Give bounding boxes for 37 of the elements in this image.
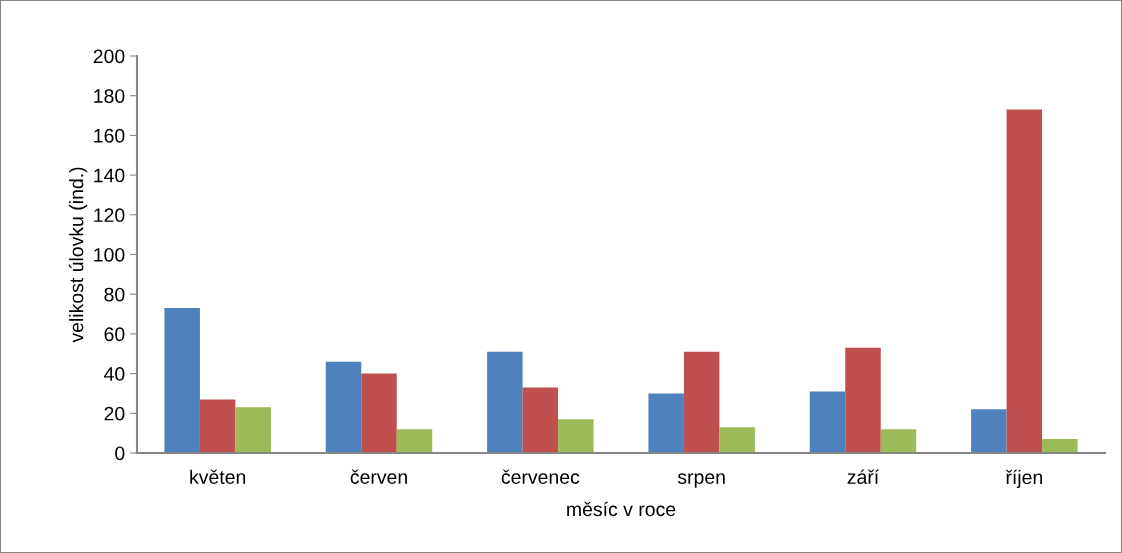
bar	[558, 419, 594, 453]
bar	[164, 308, 200, 453]
x-tick-label: květen	[190, 469, 246, 484]
bar	[199, 399, 236, 453]
y-tick-label: 40	[104, 367, 125, 381]
y-tick-label: 20	[104, 406, 125, 421]
bar	[880, 429, 917, 453]
bar	[648, 393, 684, 453]
x-tick-label: září	[847, 469, 880, 484]
y-tick-label: 120	[94, 208, 125, 223]
bar	[522, 387, 559, 453]
y-tick-label: 100	[94, 247, 125, 262]
bar	[809, 391, 846, 453]
y-tick-label: 180	[94, 89, 125, 103]
bar	[1042, 439, 1078, 453]
bar	[487, 351, 523, 453]
bar	[361, 373, 397, 453]
bar	[845, 347, 881, 453]
x-tick-label: červen	[350, 469, 407, 484]
bar	[396, 429, 433, 453]
y-tick-label: 140	[94, 168, 125, 183]
bar	[325, 361, 362, 453]
y-tick-label: 80	[104, 287, 125, 302]
y-tick-label: 0	[115, 446, 125, 461]
bar	[683, 351, 720, 453]
x-tick-label: říjen	[1005, 469, 1042, 489]
bar	[971, 409, 1007, 453]
bar	[1006, 109, 1043, 453]
y-axis-title: velikost úlovku (ind.)	[68, 167, 88, 343]
bar	[235, 407, 271, 453]
y-tick-label: 200	[93, 49, 125, 64]
y-tick-label: 160	[94, 128, 125, 143]
x-axis-title: měsíc v roce	[567, 501, 676, 517]
x-tick-label: červenec	[501, 469, 580, 484]
bar	[719, 427, 755, 453]
y-tick-label: 60	[104, 327, 125, 342]
x-tick-label: srpen	[677, 473, 725, 488]
